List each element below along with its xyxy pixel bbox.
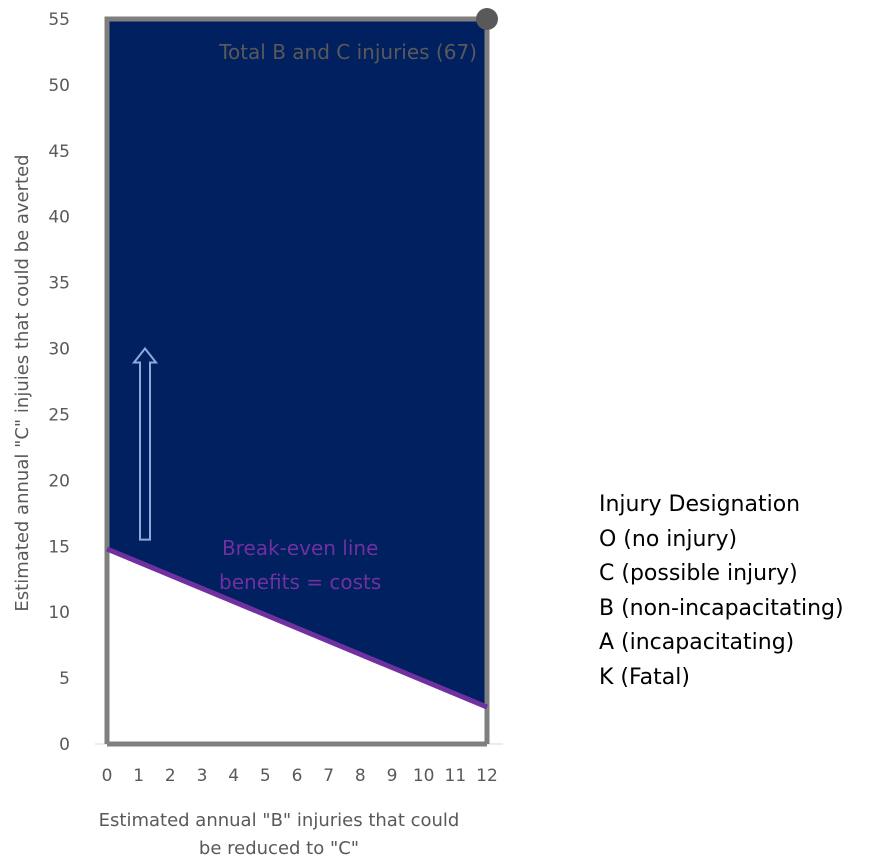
total-injuries-region [107,19,487,708]
injury-designation-legend: Injury Designation O (no injury) C (poss… [599,488,844,695]
legend-item-k: K (Fatal) [599,664,690,690]
x-tick-label: 9 [387,766,398,786]
x-tick-label: 8 [355,766,366,786]
y-axis-title: Estimated annual "C" injuies that could … [12,154,33,611]
break-even-label-line-2: benefits = costs [219,570,381,594]
y-tick-label: 10 [48,603,70,623]
x-tick-label: 11 [445,766,467,786]
legend-item-a: A (incapacitating) [599,630,795,655]
x-tick-label: 3 [197,766,208,786]
y-tick-label: 15 [48,537,70,557]
region-border [104,16,490,744]
break-even-label-line-1: Break-even line [222,536,378,560]
x-tick-label: 0 [102,766,113,786]
legend-item-b: B (non-incapacitating) [599,595,844,621]
x-axis-title-line-2: be reduced to "C" [199,838,359,859]
y-axis-ticks: 0 5 10 15 20 25 30 35 40 45 50 55 [48,10,70,755]
up-arrow [131,346,159,541]
x-tick-label: 4 [228,766,239,786]
legend-title: Injury Designation [599,492,801,517]
y-tick-label: 40 [48,208,70,228]
region-label: Total B and C injuries (67) [218,40,477,64]
y-tick-label: 5 [59,669,70,689]
plot-area: Total B and C injuries (67) Break-even l… [104,8,498,747]
legend-item-o: O (no injury) [599,526,738,552]
y-tick-label: 55 [48,10,70,30]
x-tick-label: 12 [476,766,498,786]
y-tick-label: 25 [48,405,70,425]
y-tick-label: 30 [48,340,70,360]
x-tick-label: 1 [133,766,144,786]
x-tick-label: 2 [165,766,176,786]
x-tick-label: 7 [323,766,334,786]
y-tick-label: 45 [48,142,70,162]
y-tick-label: 0 [59,735,70,755]
legend-item-c: C (possible injury) [599,561,798,586]
x-axis-ticks: 0 1 2 3 4 5 6 7 8 9 10 11 12 [102,766,498,786]
break-even-line [106,546,488,710]
data-point [476,8,498,30]
x-tick-label: 5 [260,766,271,786]
y-tick-label: 20 [48,471,70,491]
x-tick-label: 10 [413,766,435,786]
y-tick-label: 35 [48,274,70,294]
y-tick-label: 50 [48,76,70,96]
x-axis-title-line-1: Estimated annual "B" injuries that could [99,810,460,831]
x-tick-label: 6 [292,766,303,786]
